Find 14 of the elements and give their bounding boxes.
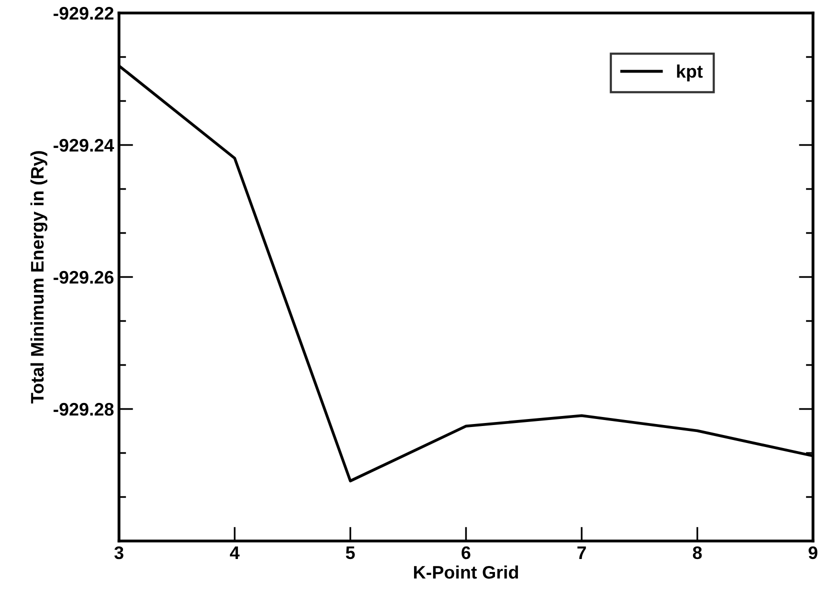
x-tick-label: 9 [808,546,818,560]
y-tick-label: -929.24 [54,138,114,152]
y-axis-title: Total Minimum Energy in (Ry) [30,151,48,404]
x-axis-title: K-Point Grid [414,565,518,579]
x-tick-label: 7 [577,546,586,559]
x-tick-label: 8 [692,546,702,560]
y-tick-label: -929.26 [54,270,114,284]
y-tick-label: -929.28 [54,402,114,416]
x-tick-label: 4 [230,546,240,559]
legend-label: kpt [677,64,703,82]
x-tick-label: 6 [462,546,470,560]
y-tick-label: -929.22 [54,6,114,20]
x-tick-label: 3 [114,546,124,560]
x-tick-label: 5 [346,546,355,560]
